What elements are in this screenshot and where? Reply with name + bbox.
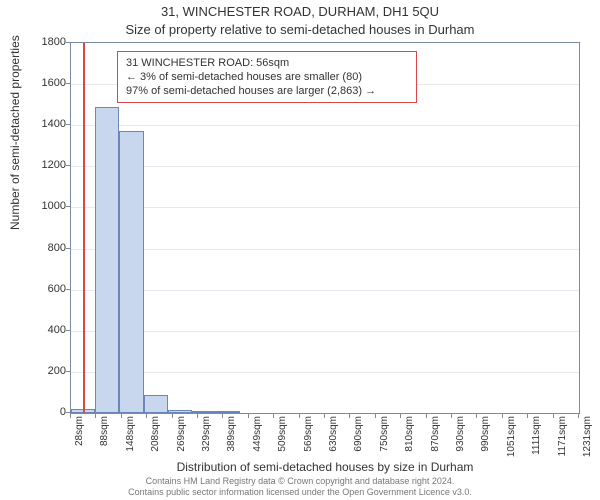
histogram-bar (144, 395, 168, 414)
y-tick-mark (66, 412, 70, 413)
y-tick-label: 1400 (26, 118, 66, 130)
y-tick-mark (66, 289, 70, 290)
x-tick-mark (222, 414, 223, 418)
x-tick-mark (375, 414, 376, 418)
x-tick-mark (349, 414, 350, 418)
x-tick-mark (121, 414, 122, 418)
x-tick-mark (578, 414, 579, 418)
footer-line-2: Contains public sector information licen… (0, 487, 600, 498)
x-tick-label: 449sqm (252, 416, 263, 452)
plot-inner: 31 WINCHESTER ROAD: 56sqm← 3% of semi-de… (71, 43, 579, 413)
x-tick-label: 1111sqm (531, 416, 542, 455)
x-axis-label: Distribution of semi-detached houses by … (70, 460, 580, 474)
y-tick-label: 600 (26, 283, 66, 295)
x-tick-label: 569sqm (303, 416, 314, 452)
y-tick-mark (66, 124, 70, 125)
y-tick-mark (66, 248, 70, 249)
gridline (71, 331, 579, 332)
y-tick-label: 0 (26, 406, 66, 418)
x-tick-mark (502, 414, 503, 418)
x-tick-label: 630sqm (328, 416, 339, 452)
x-tick-label: 389sqm (226, 416, 237, 452)
y-tick-mark (66, 206, 70, 207)
x-tick-label: 690sqm (353, 416, 364, 452)
y-tick-mark (66, 42, 70, 43)
x-tick-mark (197, 414, 198, 418)
y-tick-mark (66, 165, 70, 166)
histogram-bar (168, 410, 192, 413)
histogram-bar (119, 131, 143, 413)
x-tick-mark (426, 414, 427, 418)
title-sub: Size of property relative to semi-detach… (0, 22, 600, 37)
x-tick-label: 1171sqm (557, 416, 568, 456)
annotation-line: ← 3% of semi-detached houses are smaller… (126, 70, 408, 84)
annotation-box: 31 WINCHESTER ROAD: 56sqm← 3% of semi-de… (117, 51, 417, 103)
plot-area: 31 WINCHESTER ROAD: 56sqm← 3% of semi-de… (70, 42, 580, 414)
x-tick-label: 930sqm (455, 416, 466, 452)
y-tick-label: 200 (26, 365, 66, 377)
histogram-bar (216, 411, 240, 413)
x-tick-mark (400, 414, 401, 418)
gridline (71, 125, 579, 126)
annotation-line: 31 WINCHESTER ROAD: 56sqm (126, 56, 408, 70)
gridline (71, 290, 579, 291)
x-tick-mark (146, 414, 147, 418)
gridline (71, 372, 579, 373)
x-tick-mark (527, 414, 528, 418)
x-tick-mark (70, 414, 71, 418)
x-tick-label: 329sqm (201, 416, 212, 452)
x-tick-mark (324, 414, 325, 418)
x-tick-label: 990sqm (480, 416, 491, 452)
gridline (71, 207, 579, 208)
y-tick-label: 1000 (26, 200, 66, 212)
x-tick-label: 870sqm (430, 416, 441, 452)
x-tick-label: 750sqm (379, 416, 390, 452)
chart-container: 31, WINCHESTER ROAD, DURHAM, DH1 5QU Siz… (0, 0, 600, 500)
y-tick-label: 800 (26, 242, 66, 254)
x-tick-label: 269sqm (176, 416, 187, 452)
x-tick-label: 1051sqm (506, 416, 517, 457)
y-tick-label: 1800 (26, 36, 66, 48)
x-tick-label: 509sqm (277, 416, 288, 452)
title-main: 31, WINCHESTER ROAD, DURHAM, DH1 5QU (0, 4, 600, 19)
y-tick-mark (66, 371, 70, 372)
histogram-bar (192, 411, 216, 413)
y-axis-label: Number of semi-detached properties (8, 35, 22, 230)
x-tick-mark (273, 414, 274, 418)
histogram-bar (95, 107, 119, 413)
x-tick-mark (95, 414, 96, 418)
x-tick-label: 810sqm (404, 416, 415, 452)
y-tick-label: 1200 (26, 159, 66, 171)
x-tick-label: 148sqm (125, 416, 136, 452)
y-tick-label: 400 (26, 324, 66, 336)
gridline (71, 166, 579, 167)
footer-credits: Contains HM Land Registry data © Crown c… (0, 476, 600, 498)
x-tick-mark (172, 414, 173, 418)
y-tick-mark (66, 330, 70, 331)
x-tick-mark (299, 414, 300, 418)
y-tick-mark (66, 83, 70, 84)
x-tick-mark (248, 414, 249, 418)
gridline (71, 249, 579, 250)
x-tick-label: 208sqm (150, 416, 161, 452)
x-tick-label: 28sqm (74, 416, 85, 446)
x-tick-label: 1231sqm (582, 416, 593, 457)
x-tick-mark (553, 414, 554, 418)
x-tick-mark (451, 414, 452, 418)
footer-line-1: Contains HM Land Registry data © Crown c… (0, 476, 600, 487)
x-tick-mark (476, 414, 477, 418)
annotation-line: 97% of semi-detached houses are larger (… (126, 84, 408, 98)
x-tick-label: 88sqm (99, 416, 110, 446)
property-marker-line (83, 43, 85, 413)
y-tick-label: 1600 (26, 77, 66, 89)
